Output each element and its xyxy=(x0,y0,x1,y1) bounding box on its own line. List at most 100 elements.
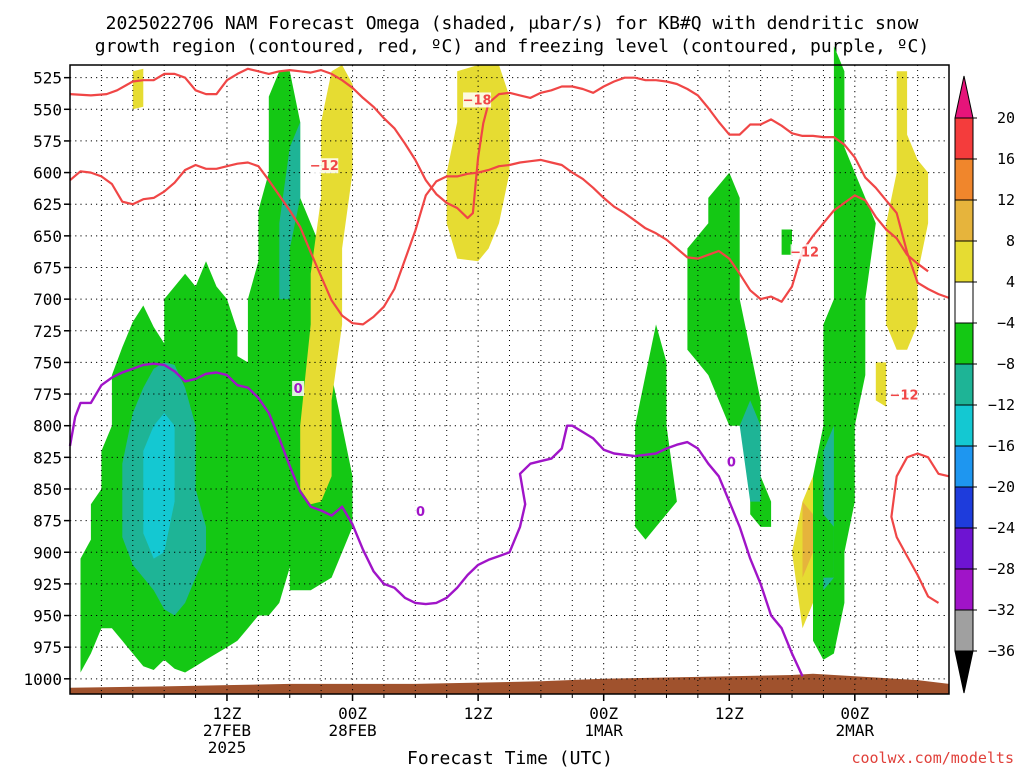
colorbar-bin-1 xyxy=(954,158,974,201)
colorbar-label-8: −16 xyxy=(988,437,1015,455)
colorbar-bin-11 xyxy=(954,568,974,611)
x-tick-label-6-2: 2025 xyxy=(208,738,247,757)
colorbar-label-4: 4 xyxy=(1006,273,1015,291)
y-tick-label-775: 775 xyxy=(33,385,62,404)
colorbar-bin-9 xyxy=(954,486,974,529)
x-tick-label-42-0: 00Z xyxy=(589,704,618,723)
omega-region-6 xyxy=(781,229,792,255)
x-tick-label-66-0: 00Z xyxy=(840,704,869,723)
x-tick-label-54-0: 12Z xyxy=(715,704,744,723)
colorbar-label-12: −32 xyxy=(988,601,1015,619)
y-tick-label-800: 800 xyxy=(33,417,62,436)
y-tick-label-600: 600 xyxy=(33,164,62,183)
freezing-contour-0 xyxy=(68,362,804,677)
contour-label-6: 0 xyxy=(727,455,736,470)
y-tick-label-975: 975 xyxy=(33,638,62,657)
dgz-contour-2 xyxy=(890,452,950,604)
colorbar-bin-0 xyxy=(954,117,974,160)
contour-label-1: −12 xyxy=(310,159,339,174)
contour-label-bg-4 xyxy=(292,380,305,396)
omega-region-13 xyxy=(875,362,887,407)
colorbar-label-5: −4 xyxy=(997,314,1015,332)
contour-label-bg-3 xyxy=(890,387,919,403)
colorbar-label-1: 16 xyxy=(997,150,1015,168)
dgz-contour-1 xyxy=(69,158,929,326)
y-tick-label-525: 525 xyxy=(33,69,62,88)
colorbar-over-arrow xyxy=(954,75,974,119)
y-tick-label-950: 950 xyxy=(33,607,62,626)
omega-region-10 xyxy=(300,65,353,505)
contour-label-bg-6 xyxy=(725,454,738,470)
colorbar-label-10: −24 xyxy=(988,519,1015,537)
colorbar-bin-12 xyxy=(954,609,974,652)
dendritic-growth-contours xyxy=(69,67,950,604)
dgz-contour-0 xyxy=(69,67,950,299)
freezing-level-contours xyxy=(68,362,804,677)
y-tick-label-900: 900 xyxy=(33,543,62,562)
credit-text: coolwx.com/modelts xyxy=(851,749,1014,767)
omega-region-7 xyxy=(739,400,761,502)
colorbar-label-9: −20 xyxy=(988,478,1015,496)
y-tick-label-550: 550 xyxy=(33,100,62,119)
contour-label-bg-0 xyxy=(463,92,492,108)
x-tick-label-66-1: 2MAR xyxy=(836,721,875,740)
contour-label-2: −12 xyxy=(790,245,819,260)
colorbar-under-arrow xyxy=(954,650,974,694)
colorbar-label-3: 8 xyxy=(1006,232,1015,250)
chart-title-line-2: growth region (contoured, red, ºC) and f… xyxy=(95,36,929,57)
y-tick-label-700: 700 xyxy=(33,290,62,309)
x-tick-label-30-0: 12Z xyxy=(464,704,493,723)
y-tick-label-750: 750 xyxy=(33,353,62,372)
omega-region-17 xyxy=(823,514,834,578)
colorbar-label-13: −36 xyxy=(988,642,1015,660)
colorbar-bin-8 xyxy=(954,445,974,488)
y-tick-label-725: 725 xyxy=(33,322,62,341)
omega-region-3 xyxy=(143,413,175,559)
contour-label-3: −12 xyxy=(890,388,919,403)
omega-region-11 xyxy=(132,68,144,110)
plot-area: −18 −12 −12 −12 0 0 0 xyxy=(68,46,950,695)
colorbar-bin-5 xyxy=(954,322,974,365)
colorbar-bin-10 xyxy=(954,527,974,570)
omega-region-16 xyxy=(802,501,813,578)
colorbar-bin-6 xyxy=(954,363,974,406)
colorbar-bin-3 xyxy=(954,240,974,283)
contour-label-4: 0 xyxy=(294,382,303,397)
y-tick-label-575: 575 xyxy=(33,132,62,151)
x-tick-label-18-0: 00Z xyxy=(338,704,367,723)
x-axis-label: Forecast Time (UTC) xyxy=(407,748,613,768)
y-tick-label-650: 650 xyxy=(33,227,62,246)
y-axis-pressure: 525 550 575 600 625 650 675 700 725 750 775 800 825 8… xyxy=(23,69,70,689)
colorbar-label-0: 20 xyxy=(997,109,1015,127)
contour-label-0: −18 xyxy=(463,93,492,108)
x-tick-label-18-1: 28FEB xyxy=(328,721,376,740)
x-tick-label-6-0: 12Z xyxy=(213,704,242,723)
y-tick-label-850: 850 xyxy=(33,480,62,499)
contour-label-bg-5 xyxy=(414,503,427,519)
x-tick-label-42-1: 1MAR xyxy=(584,721,623,740)
y-tick-label-825: 825 xyxy=(33,448,62,467)
contour-label-bg-2 xyxy=(790,244,819,260)
omega-region-14 xyxy=(886,71,929,350)
grid-lines xyxy=(70,65,949,694)
contour-label-5: 0 xyxy=(416,505,425,520)
colorbar-label-6: −8 xyxy=(997,355,1015,373)
colorbar-label-7: −12 xyxy=(988,396,1015,414)
y-tick-label-625: 625 xyxy=(33,195,62,214)
contour-labels: −18 −12 −12 −12 0 0 0 xyxy=(292,92,919,520)
colorbar-bin-2 xyxy=(954,199,974,242)
colorbar-label-2: 12 xyxy=(997,191,1015,209)
colorbar-bin-4 xyxy=(954,281,974,324)
colorbar: 20 16 12 8 4 −4 −8 −12 −16 −20 −24 −28 −32 −36 xyxy=(954,75,1015,694)
y-tick-label-875: 875 xyxy=(33,512,62,531)
y-tick-label-675: 675 xyxy=(33,258,62,277)
contour-label-bg-1 xyxy=(310,158,339,174)
chart-title-line-1: 2025022706 NAM Forecast Omega (shaded, μ… xyxy=(106,13,919,34)
colorbar-bin-7 xyxy=(954,404,974,447)
chart-title: 2025022706 NAM Forecast Omega (shaded, μ… xyxy=(95,13,929,57)
colorbar-label-11: −28 xyxy=(988,560,1015,578)
y-tick-label-925: 925 xyxy=(33,575,62,594)
x-tick-label-6-1: 27FEB xyxy=(203,721,251,740)
